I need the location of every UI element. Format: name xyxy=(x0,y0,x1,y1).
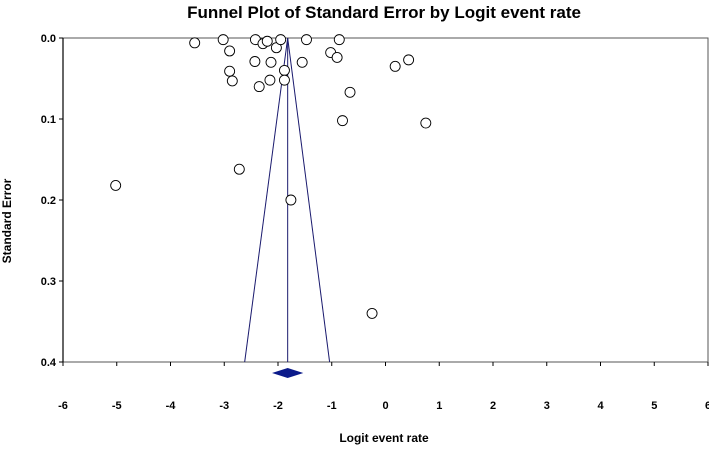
data-point xyxy=(420,117,432,129)
data-point xyxy=(249,56,261,67)
y-axis-ticks: 0.0 0.1 0.2 0.3 0.4 xyxy=(41,33,63,369)
data-point xyxy=(265,56,277,68)
x-tick-label: -2 xyxy=(273,400,283,412)
data-point xyxy=(366,307,378,319)
data-point xyxy=(403,54,415,66)
x-axis-ticks: -6 -5 -4 -3 -2 -1 0 1 2 3 4 5 6 xyxy=(58,362,709,412)
x-tick-label: 0 xyxy=(382,400,388,412)
y-tick-label: 0.1 xyxy=(41,114,56,126)
data-point xyxy=(389,60,401,72)
data-point xyxy=(224,45,236,57)
data-point xyxy=(110,179,122,191)
data-points xyxy=(110,34,432,319)
x-tick-label: 2 xyxy=(490,400,496,412)
x-axis-label: Logit event rate xyxy=(339,431,429,445)
y-tick-label: 0.3 xyxy=(41,276,56,288)
x-tick-label: 3 xyxy=(544,400,550,412)
data-point xyxy=(279,64,290,76)
data-point xyxy=(253,81,265,93)
x-tick-label: -5 xyxy=(112,400,122,412)
data-point xyxy=(344,86,356,98)
data-point xyxy=(337,115,348,127)
funnel-left-line xyxy=(244,37,289,363)
x-tick-label: -6 xyxy=(58,400,68,412)
x-tick-label: -1 xyxy=(327,400,337,412)
plot-frame xyxy=(62,37,709,363)
x-tick-label: -4 xyxy=(166,400,177,412)
x-tick-label: 5 xyxy=(651,400,657,412)
x-tick-label: 1 xyxy=(436,400,442,412)
data-point xyxy=(233,163,245,175)
y-tick-label: 0.0 xyxy=(41,33,56,45)
data-point xyxy=(226,75,238,87)
data-point xyxy=(275,34,287,46)
summary-diamond-shape xyxy=(272,367,304,379)
y-tick-label: 0.4 xyxy=(41,357,57,369)
data-point xyxy=(333,34,345,46)
x-tick-label: 6 xyxy=(705,400,709,412)
data-point xyxy=(261,35,273,47)
data-point xyxy=(331,51,343,63)
data-point xyxy=(264,74,276,86)
y-tick-label: 0.2 xyxy=(41,195,56,207)
summary-diamond xyxy=(272,367,304,379)
data-point xyxy=(224,65,236,77)
data-point xyxy=(301,34,312,46)
plot-border xyxy=(62,37,709,363)
data-point xyxy=(296,56,308,68)
y-axis-label: Standard Error xyxy=(0,178,14,263)
x-tick-label: 4 xyxy=(597,400,604,412)
data-point xyxy=(279,74,290,86)
x-tick-label: -3 xyxy=(219,400,229,412)
data-point xyxy=(217,34,229,46)
data-point xyxy=(189,37,201,49)
chart-title: Funnel Plot of Standard Error by Logit e… xyxy=(187,3,581,22)
funnel-right-line xyxy=(287,37,331,363)
data-point xyxy=(285,194,297,206)
